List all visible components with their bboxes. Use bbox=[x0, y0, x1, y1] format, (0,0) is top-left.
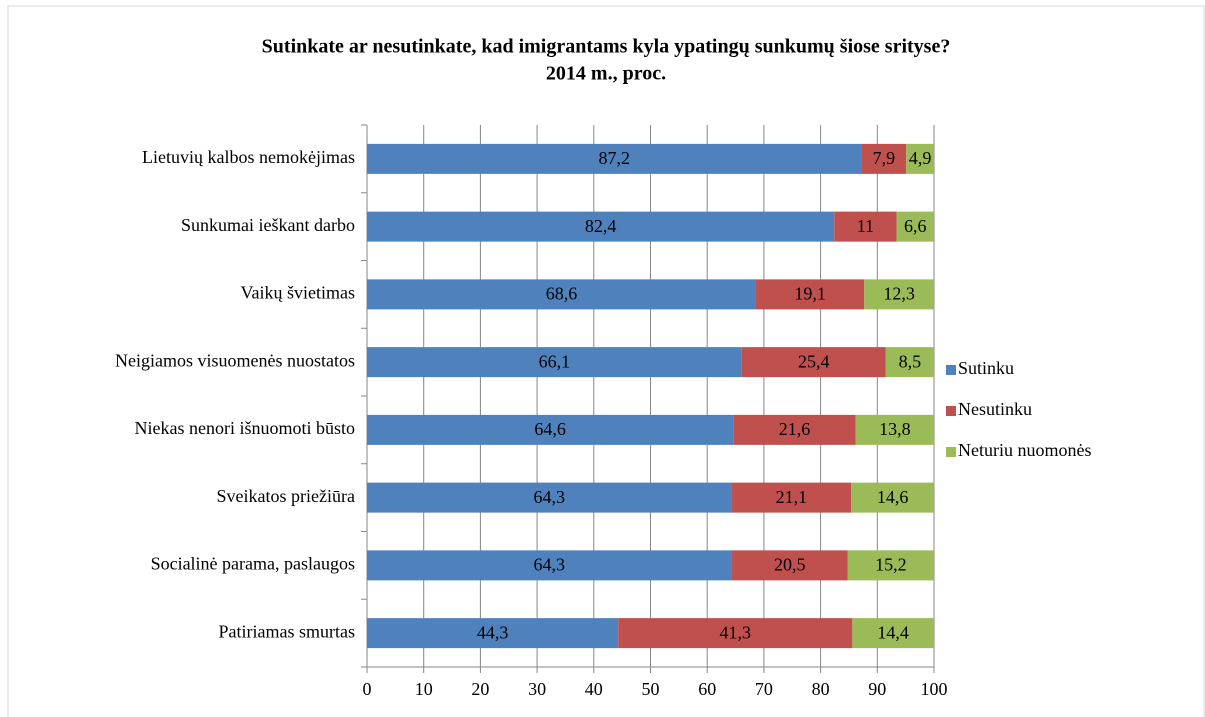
y-tick-label: Lietuvių kalbos nemokėjimas bbox=[142, 147, 355, 167]
bar-segment bbox=[864, 279, 934, 310]
data-label: 13,8 bbox=[879, 419, 911, 439]
legend-swatch bbox=[946, 406, 956, 416]
bar-segment bbox=[855, 414, 934, 445]
x-tick-label: 80 bbox=[812, 679, 830, 699]
bar-segment bbox=[847, 550, 934, 581]
data-label: 7,9 bbox=[873, 148, 896, 168]
chart-title: 2014 m., proc. bbox=[546, 63, 666, 85]
bar-segment bbox=[731, 550, 848, 581]
legend-label: Sutinku bbox=[958, 358, 1014, 378]
data-label: 64,3 bbox=[534, 555, 566, 575]
bar-segment bbox=[733, 414, 856, 445]
x-tick-label: 100 bbox=[921, 679, 948, 699]
data-label: 64,3 bbox=[534, 487, 566, 507]
data-label: 19,1 bbox=[794, 284, 826, 304]
data-label: 12,3 bbox=[883, 284, 915, 304]
data-label: 82,4 bbox=[585, 216, 617, 236]
bar-segment bbox=[852, 618, 934, 649]
bar-segment bbox=[367, 347, 742, 378]
data-label: 21,6 bbox=[779, 419, 811, 439]
x-tick-label: 20 bbox=[471, 679, 489, 699]
bar-segment bbox=[367, 143, 862, 174]
bar-segment bbox=[731, 482, 852, 513]
data-label: 6,6 bbox=[904, 216, 927, 236]
bar-segment bbox=[755, 279, 865, 310]
data-label: 8,5 bbox=[899, 351, 922, 371]
data-label: 25,4 bbox=[798, 351, 830, 371]
data-label: 87,2 bbox=[598, 148, 630, 168]
data-label: 14,4 bbox=[877, 622, 909, 642]
x-tick-label: 90 bbox=[868, 679, 886, 699]
x-tick-label: 70 bbox=[755, 679, 773, 699]
data-label: 66,1 bbox=[539, 351, 571, 371]
bar-segment bbox=[367, 550, 732, 581]
data-label: 11 bbox=[857, 216, 874, 236]
y-tick-label: Neigiamos visuomenės nuostatos bbox=[115, 350, 355, 370]
bar-segment bbox=[906, 143, 934, 174]
data-label: 4,9 bbox=[909, 148, 932, 168]
bar-segment bbox=[618, 618, 853, 649]
legend-label: Nesutinku bbox=[958, 399, 1032, 419]
bar-segment bbox=[834, 211, 897, 242]
legend-swatch bbox=[946, 365, 956, 375]
legend-label: Neturiu nuomonės bbox=[958, 440, 1091, 460]
bar-segment bbox=[367, 279, 756, 310]
bar-segment bbox=[367, 211, 835, 242]
y-tick-label: Socialinė parama, paslaugos bbox=[151, 554, 355, 574]
bar-segment bbox=[885, 347, 934, 378]
legend-swatch bbox=[946, 447, 956, 457]
y-tick-label: Vaikų švietimas bbox=[241, 283, 356, 303]
bar-segment bbox=[851, 482, 934, 513]
x-tick-label: 30 bbox=[528, 679, 546, 699]
data-label: 64,6 bbox=[534, 419, 566, 439]
bar-segment bbox=[367, 414, 734, 445]
data-label: 21,1 bbox=[776, 487, 808, 507]
x-tick-label: 10 bbox=[415, 679, 433, 699]
data-label: 20,5 bbox=[774, 555, 806, 575]
x-tick-label: 40 bbox=[585, 679, 603, 699]
data-label: 44,3 bbox=[477, 622, 509, 642]
chart-title: Sutinkate ar nesutinkate, kad imigrantam… bbox=[262, 36, 951, 58]
x-tick-label: 50 bbox=[642, 679, 660, 699]
bar-segment bbox=[367, 482, 732, 513]
data-label: 68,6 bbox=[546, 284, 578, 304]
y-tick-label: Niekas nenori išnuomoti būsto bbox=[135, 418, 355, 438]
data-label: 41,3 bbox=[720, 622, 752, 642]
bar-segment bbox=[896, 211, 934, 242]
y-tick-label: Sveikatos priežiūra bbox=[217, 486, 355, 506]
y-tick-label: Sunkumai ieškant darbo bbox=[181, 215, 355, 235]
y-tick-label: Patiriamas smurtas bbox=[219, 621, 355, 641]
bar-segment bbox=[861, 143, 907, 174]
x-tick-label: 60 bbox=[698, 679, 716, 699]
data-label: 15,2 bbox=[875, 555, 907, 575]
bar-segment bbox=[741, 347, 886, 378]
data-label: 14,6 bbox=[877, 487, 909, 507]
x-tick-label: 0 bbox=[363, 679, 372, 699]
bar-segment bbox=[367, 618, 619, 649]
